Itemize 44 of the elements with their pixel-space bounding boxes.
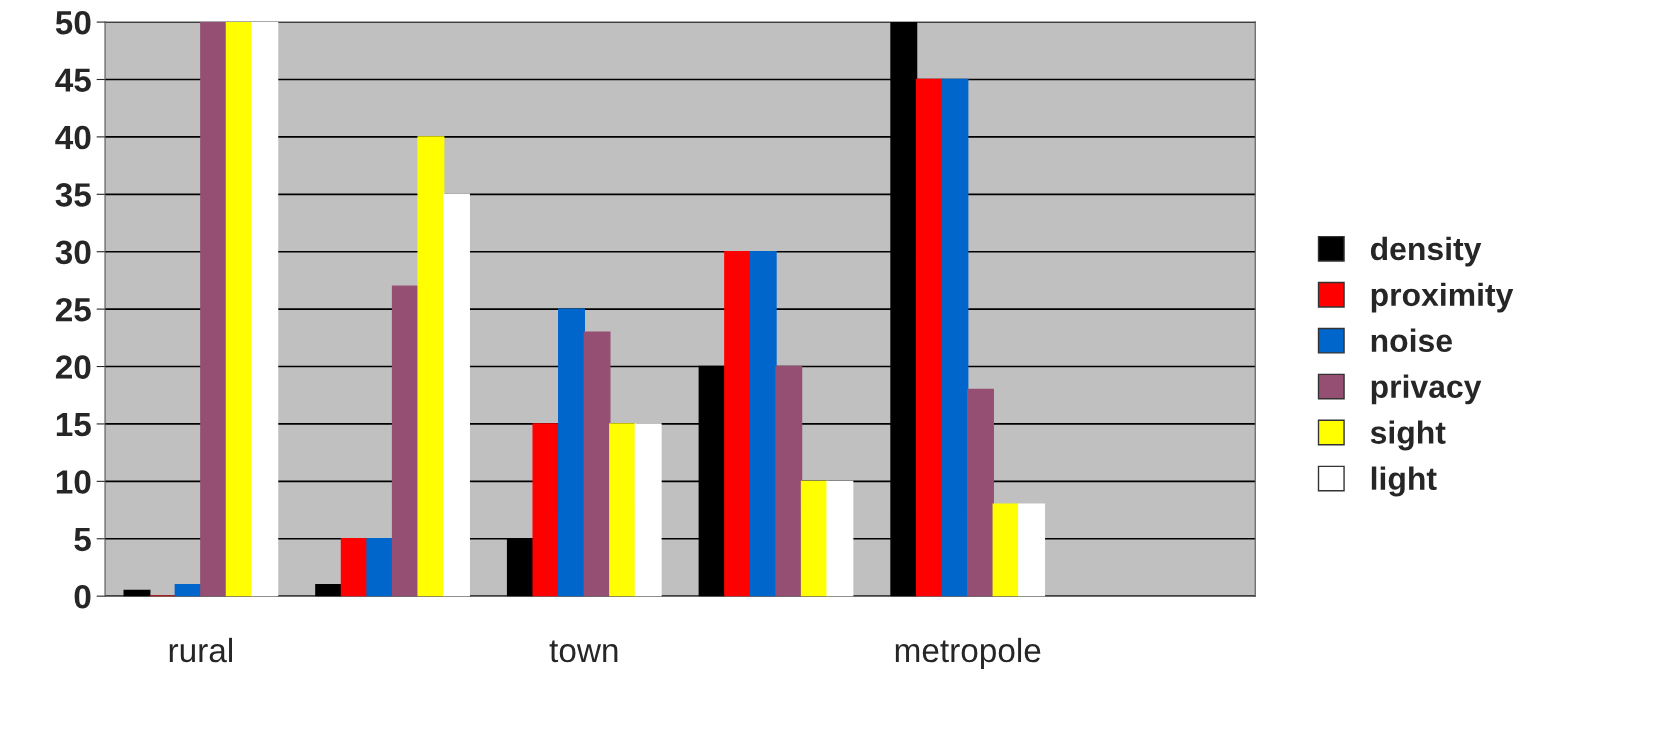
legend-label: sight [1370,420,1446,451]
legend-label: density [1370,236,1482,267]
y-tick-label: 35 [55,183,91,207]
legend-label: noise [1371,328,1452,353]
bar [558,308,585,597]
bar [200,22,228,597]
y-tick-label: 40 [55,125,91,150]
bar [634,423,662,597]
bar [941,78,969,597]
bar [174,583,202,597]
x-tick-label: rural [169,637,232,663]
y-tick-label: 25 [55,297,91,322]
y-tick-label: 30 [55,240,91,265]
bar [366,538,394,597]
bar [966,388,994,597]
x-tick-label: metropole [895,637,1041,669]
bar [251,22,279,597]
bar [992,503,1020,597]
bar [800,480,828,597]
y-tick-label: 15 [56,413,91,437]
y-tick-label: 45 [55,68,91,92]
bar [583,331,611,597]
bar [915,78,943,597]
bar [826,480,854,597]
y-tick-label: 10 [56,470,91,494]
bar [532,423,560,597]
bar [340,538,368,597]
bar [391,285,419,597]
bar [749,251,777,597]
y-tick-label: 20 [55,355,91,379]
bar [443,193,470,597]
y-tick-label: 5 [74,527,91,552]
bar [417,136,445,597]
bar [724,251,752,597]
bar [609,423,637,597]
legend-label: light [1371,466,1437,497]
x-tick-label: town [549,640,618,663]
bar [775,365,803,597]
y-tick-label: 50 [55,10,91,35]
bar [225,22,253,597]
legend-label: proximity [1371,282,1514,313]
y-tick-label: 0 [74,584,91,609]
bar [1018,503,1046,597]
legend-label: privacy [1371,374,1482,405]
